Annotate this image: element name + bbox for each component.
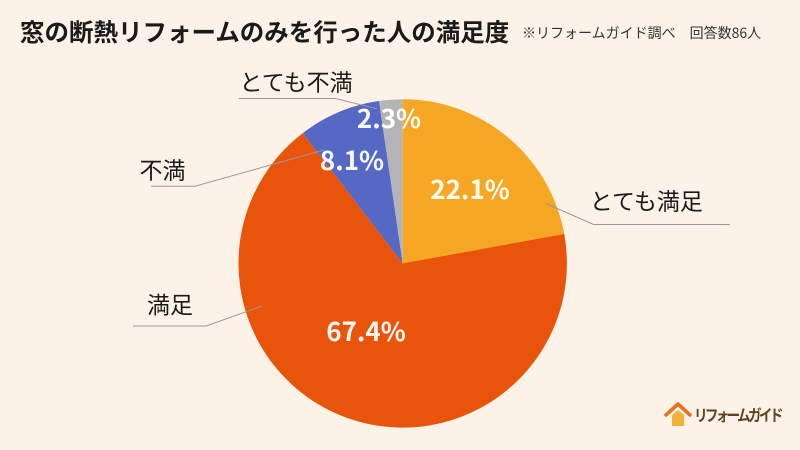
svg-text:67.4%: 67.4% xyxy=(326,312,406,349)
svg-text:2.3%: 2.3% xyxy=(357,99,421,136)
svg-text:とても満足: とても満足 xyxy=(590,183,703,217)
svg-text:とても不満: とても不満 xyxy=(240,64,353,98)
svg-text:22.1%: 22.1% xyxy=(430,170,510,207)
svg-text:8.1%: 8.1% xyxy=(320,141,384,178)
svg-text:不満: 不満 xyxy=(140,152,186,186)
svg-text:満足: 満足 xyxy=(147,286,193,320)
